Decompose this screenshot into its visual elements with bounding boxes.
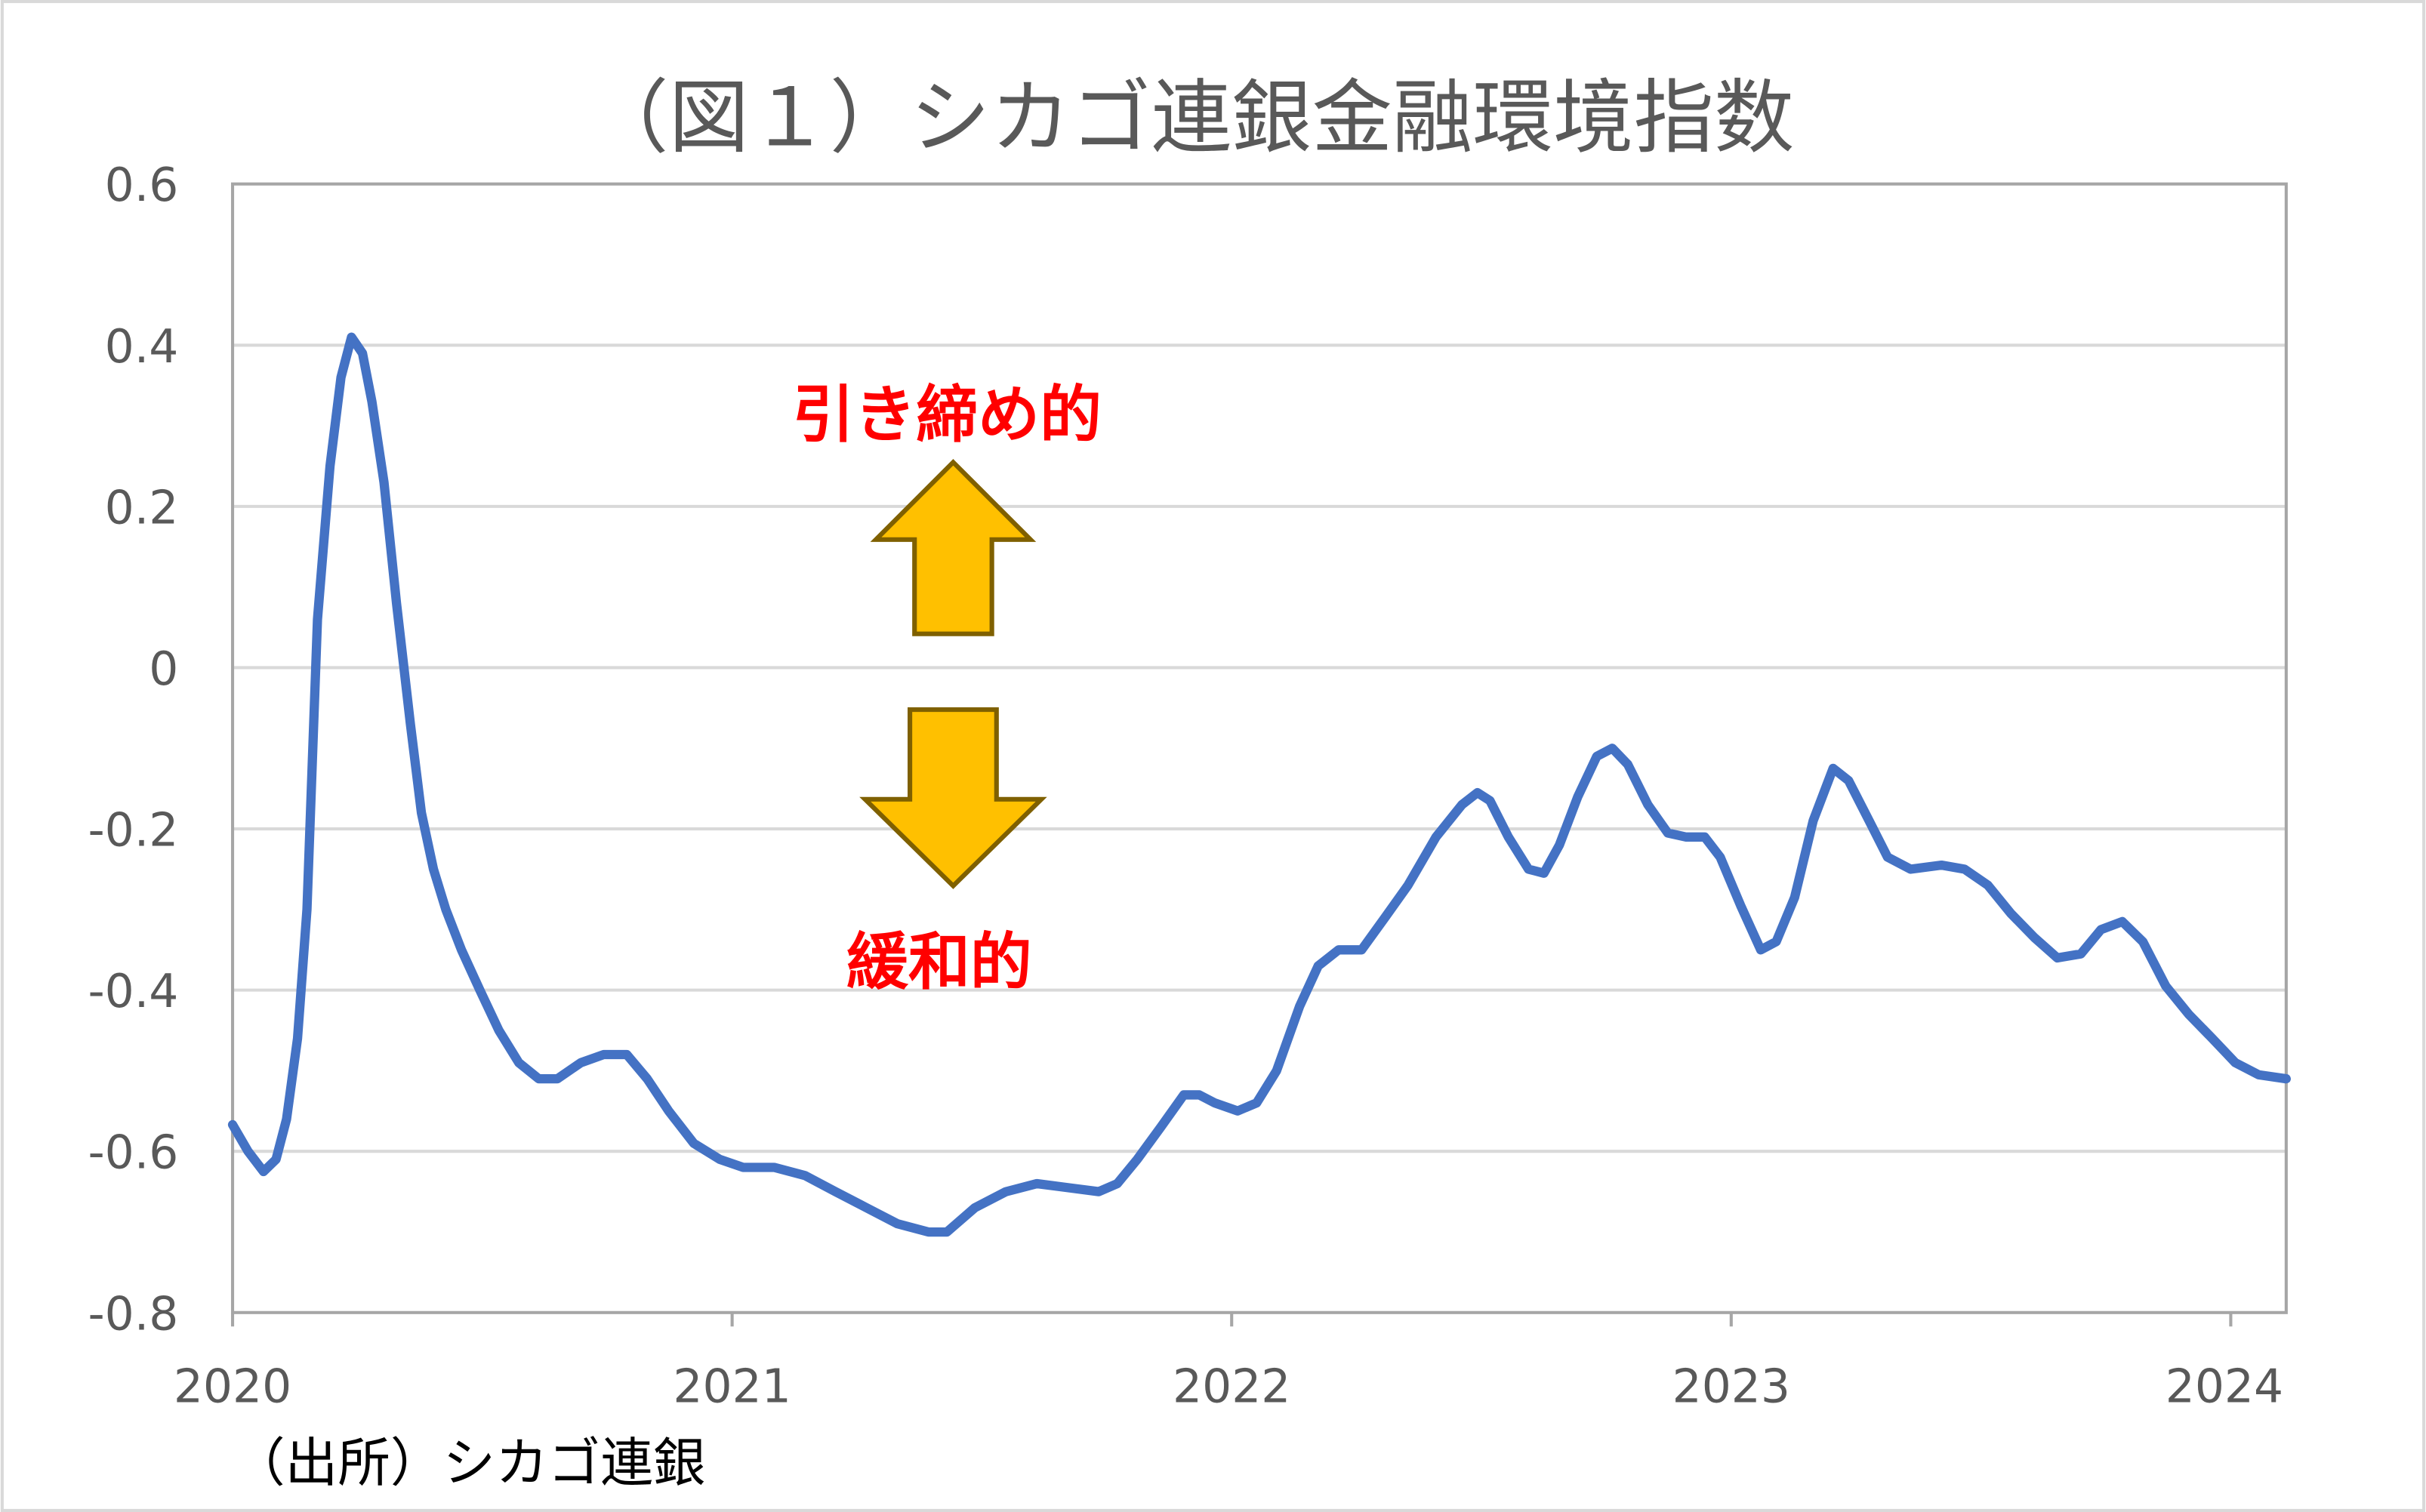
y-tick-label: 0 bbox=[149, 642, 178, 696]
x-tick-label: 2022 bbox=[1173, 1360, 1290, 1414]
down-arrow-icon bbox=[859, 707, 1047, 889]
y-tick-label: -0.2 bbox=[88, 804, 178, 858]
source-note: （出所）シカゴ連銀 bbox=[233, 1433, 706, 1494]
y-tick-label: -0.6 bbox=[88, 1126, 178, 1180]
y-tick-label: 0.6 bbox=[105, 159, 179, 212]
annotation-easing: 緩和的 bbox=[846, 927, 1032, 999]
y-tick-label: -0.8 bbox=[88, 1287, 178, 1341]
x-tick-label: 2024 bbox=[2166, 1360, 2283, 1414]
plot-area-border bbox=[230, 182, 2288, 1314]
series-line bbox=[227, 332, 2291, 1237]
y-tick-label: 0.2 bbox=[105, 481, 179, 534]
x-tick-label: 2023 bbox=[1672, 1360, 1790, 1414]
chart-title: （図１）シカゴ連銀金融環境指数 bbox=[588, 72, 1794, 165]
y-tick-label: -0.4 bbox=[88, 965, 178, 1018]
annotation-tightening: 引き締め的 bbox=[792, 380, 1102, 451]
up-arrow-icon bbox=[870, 459, 1037, 636]
x-tick-label: 2021 bbox=[673, 1360, 791, 1414]
x-tick-label: 2020 bbox=[174, 1360, 291, 1414]
y-tick-label: 0.4 bbox=[105, 320, 179, 374]
